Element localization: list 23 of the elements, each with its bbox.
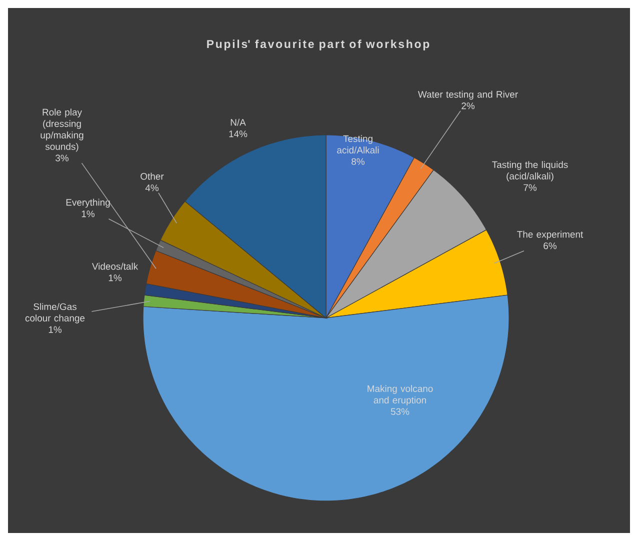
data-label: 1% — [82, 210, 95, 218]
slice-label: The experiment — [517, 230, 584, 240]
data-label: 53% — [390, 408, 410, 415]
slice-label: Testing acid/Alkali — [337, 135, 379, 154]
data-label: 7% — [524, 184, 537, 191]
slice-label: Tasting the liquids (acid/alkali) — [492, 161, 568, 182]
data-label: 2% — [462, 102, 475, 110]
slice-label: Everything — [66, 198, 110, 208]
data-label: 8% — [352, 158, 365, 165]
slice-label: Slime/Gas colour change — [25, 303, 85, 324]
slice-label: Other — [140, 172, 164, 180]
slice-label: Role play (dressing up/making sounds) — [40, 108, 84, 152]
chart-title: Pupils' favourite part of workshop — [207, 40, 430, 50]
data-label: 1% — [108, 274, 122, 282]
slice-label: Making volcano and eruption — [368, 385, 433, 406]
slice-label: Videos/talk — [92, 262, 138, 270]
data-label: 3% — [56, 154, 69, 162]
slice-label: N/A — [230, 118, 246, 126]
slice-label: Water testing and River — [418, 90, 518, 100]
data-label: 14% — [229, 130, 248, 138]
data-label: 6% — [544, 242, 557, 250]
data-label: 4% — [145, 184, 159, 192]
data-label: 1% — [48, 326, 62, 333]
